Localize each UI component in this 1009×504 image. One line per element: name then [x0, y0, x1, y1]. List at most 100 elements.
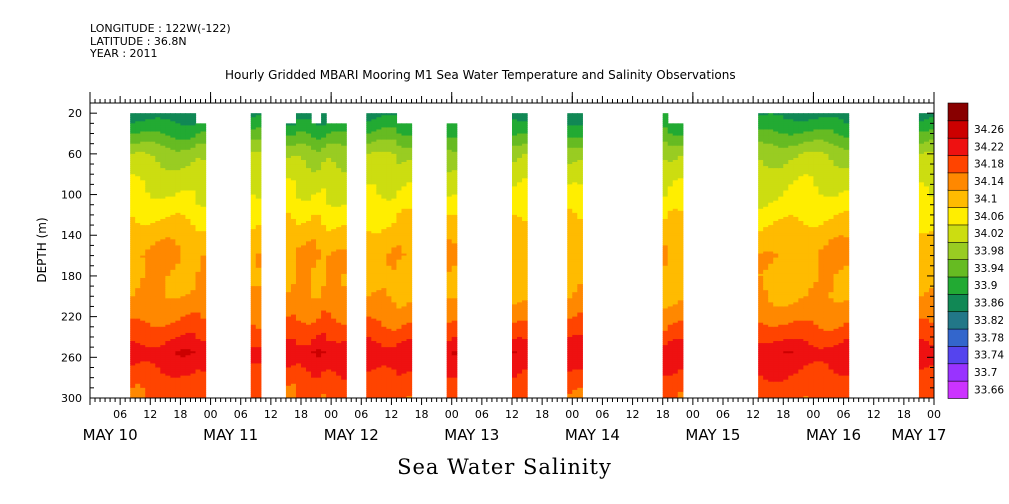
data-layer [130, 113, 945, 398]
data-segment [567, 113, 583, 398]
colorbar-swatch [947, 224, 969, 243]
data-segment [396, 123, 413, 398]
x-tick-label: 06 [716, 408, 730, 421]
colorbar-swatch [947, 137, 969, 156]
colorbar-swatch [947, 310, 969, 330]
day-label: MAY 12 [324, 426, 379, 444]
colorbar-swatch [947, 276, 969, 295]
data-segment [326, 123, 347, 398]
data-segment [366, 113, 398, 398]
colorbar-label: 33.98 [974, 246, 1004, 258]
x-tick-label: 18 [535, 408, 549, 421]
colorbar-label: 33.78 [974, 332, 1004, 344]
longitude-label: LONGITUDE : 122W(-122) [90, 22, 231, 35]
colorbar-swatch [947, 258, 969, 278]
x-tick-label: 12 [264, 408, 278, 421]
colorbar-label: 33.86 [974, 298, 1004, 310]
colorbar-swatch [947, 102, 969, 122]
colorbar-label: 34.1 [974, 193, 997, 205]
x-tick-label: 12 [626, 408, 640, 421]
x-tick-label: 06 [354, 408, 368, 421]
data-segment [321, 113, 327, 398]
y-tick-label: 60 [68, 148, 82, 161]
colorbar-label: 34.26 [974, 124, 1004, 136]
colorbar-label: 34.22 [974, 141, 1004, 153]
day-label: MAY 13 [444, 426, 499, 444]
y-tick-label: 300 [61, 392, 82, 405]
colorbar-label: 33.9 [974, 280, 997, 292]
y-tick-label: 20 [68, 107, 82, 120]
data-segment [295, 113, 312, 398]
data-segment [939, 123, 945, 398]
colorbar-label: 34.18 [974, 159, 1004, 171]
colorbar-swatch [947, 362, 969, 382]
x-tick-label: 12 [867, 408, 881, 421]
data-segment [285, 123, 297, 398]
data-segment [446, 123, 458, 398]
day-label: MAY 17 [891, 426, 946, 444]
data-segment [758, 113, 850, 398]
colorbar-label: 33.82 [974, 315, 1004, 327]
metadata-block: LONGITUDE : 122W(-122) LATITUDE : 36.8N … [90, 22, 231, 61]
colorbar-swatch [947, 380, 969, 399]
colorbar-label: 33.7 [974, 367, 997, 379]
colorbar-swatch [947, 241, 969, 260]
x-tick-label: 18 [897, 408, 911, 421]
y-tick-label: 180 [61, 270, 82, 283]
x-tick-label: 06 [113, 408, 127, 421]
data-segment [667, 123, 684, 398]
x-tick-label: 00 [927, 408, 941, 421]
colorbar-swatch [947, 345, 969, 365]
y-tick-label: 140 [61, 229, 82, 242]
colorbar-label: 34.06 [974, 211, 1004, 223]
colorbar-label: 34.14 [974, 176, 1004, 188]
x-tick-label: 18 [415, 408, 429, 421]
x-tick-label: 12 [746, 408, 760, 421]
colorbar: 33.66 33.7 33.74 33.78 33.82 33.86 33.9 33.94 33… [947, 102, 1004, 399]
colorbar-label: 33.94 [974, 263, 1004, 275]
data-segment [195, 123, 207, 398]
colorbar-swatch [947, 154, 969, 174]
x-tick-label: 00 [445, 408, 459, 421]
x-tick-label: 00 [204, 408, 218, 421]
data-segment [512, 113, 528, 398]
x-tick-label: 00 [686, 408, 700, 421]
x-tick-label: 06 [837, 408, 851, 421]
data-segment [918, 113, 934, 398]
variable-title: Sea Water Salinity [397, 455, 612, 479]
x-tick-label: 12 [143, 408, 157, 421]
year-label: YEAR : 2011 [90, 47, 158, 60]
y-tick-label: 260 [61, 351, 82, 364]
x-tick-label: 00 [806, 408, 820, 421]
x-tick-label: 06 [234, 408, 248, 421]
x-tick-label: 12 [505, 408, 519, 421]
day-label: MAY 14 [565, 426, 620, 444]
x-tick-label: 18 [173, 408, 187, 421]
colorbar-swatch [947, 189, 969, 208]
x-tick-label: 00 [565, 408, 579, 421]
data-segment [662, 113, 669, 398]
x-tick-label: 06 [595, 408, 609, 421]
colorbar-swatch [947, 328, 969, 347]
day-label: MAY 16 [806, 426, 861, 444]
data-segment [130, 113, 197, 398]
day-label: MAY 15 [685, 426, 740, 444]
colorbar-swatch [947, 293, 969, 313]
colorbar-swatch [947, 172, 969, 191]
x-tick-label: 18 [294, 408, 308, 421]
colorbar-label: 33.74 [974, 350, 1004, 362]
x-tick-label: 06 [475, 408, 489, 421]
y-tick-label: 100 [61, 189, 82, 202]
axes: 06 12 18 00 06 12 18 00 06 12 18 00 06 12 18 00 06 12 18 00… [61, 92, 946, 444]
day-label: MAY 11 [203, 426, 258, 444]
chart-title: Hourly Gridded MBARI Mooring M1 Sea Wate… [225, 68, 736, 82]
x-tick-label: 18 [656, 408, 670, 421]
colorbar-label: 34.02 [974, 228, 1004, 240]
y-tick-label: 220 [61, 311, 82, 324]
colorbar-swatch [947, 206, 969, 226]
data-segment [250, 113, 262, 398]
x-tick-label: 00 [324, 408, 338, 421]
day-label: MAY 10 [83, 426, 138, 444]
data-segment [311, 123, 322, 398]
